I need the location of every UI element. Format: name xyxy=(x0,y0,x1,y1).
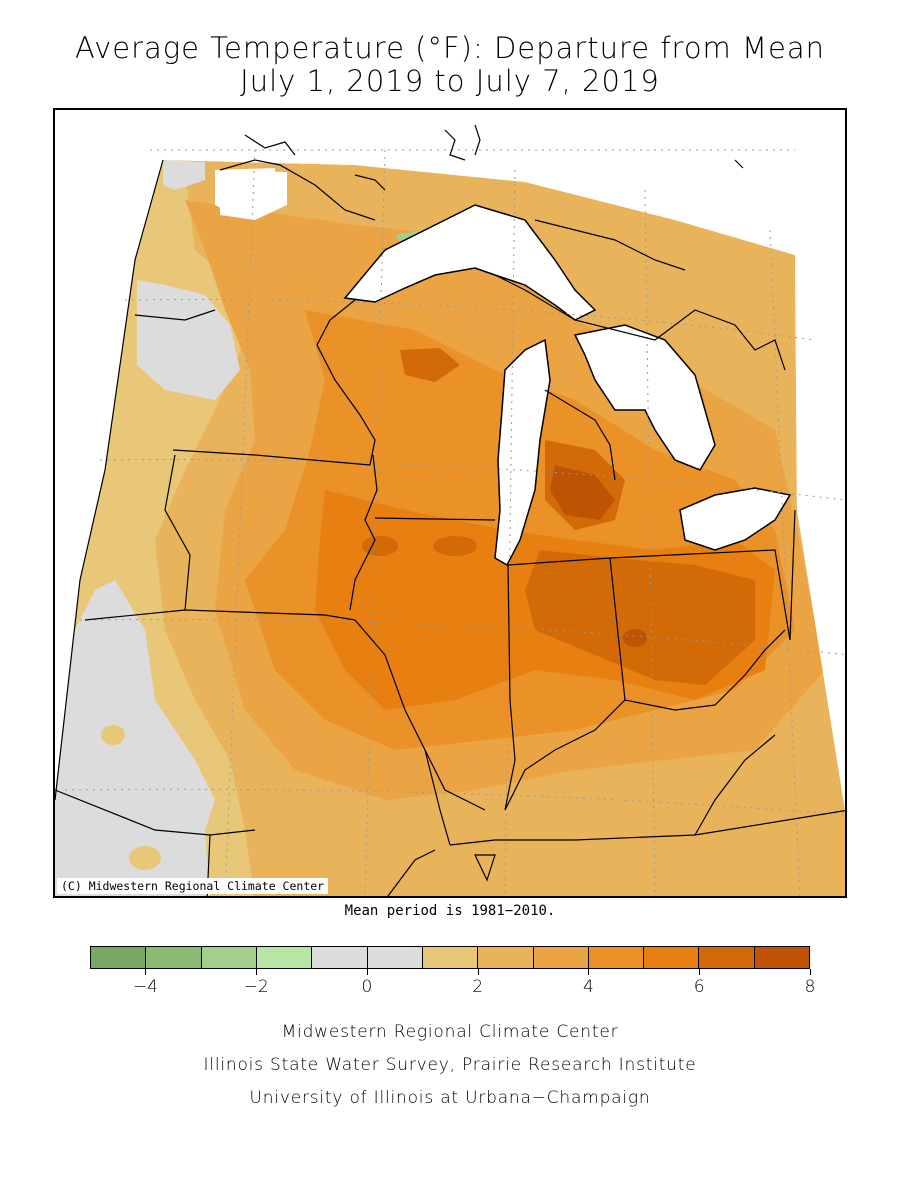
map-panel[interactable]: (C) Midwestern Regional Climate Center xyxy=(53,108,847,898)
legend-swatch xyxy=(201,947,257,968)
credit-line-survey: Illinois State Water Survey, Prairie Res… xyxy=(203,1055,697,1075)
state-boundaries xyxy=(55,159,845,896)
legend-swatch xyxy=(754,947,810,968)
legend-tick-label: 6 xyxy=(693,977,705,997)
lake-superior xyxy=(343,204,597,321)
coastlines xyxy=(219,124,786,882)
temperature-departure-map xyxy=(55,110,845,896)
lake-erie xyxy=(679,487,792,551)
legend-tick-mark xyxy=(366,969,368,975)
legend-tick-mark xyxy=(810,969,811,975)
graticule xyxy=(64,149,845,896)
color-legend xyxy=(90,946,810,969)
legend-swatch xyxy=(644,947,700,968)
legend-tick-mark xyxy=(699,969,701,975)
legend-swatch xyxy=(699,947,755,968)
lake-huron xyxy=(573,324,716,471)
copyright-notice: (C) Midwestern Regional Climate Center xyxy=(57,878,329,894)
legend-swatch xyxy=(367,947,423,968)
legend-swatch xyxy=(256,947,313,968)
credit-line-university: University of Illinois at Urbana−Champai… xyxy=(249,1088,651,1108)
pocket-1to2-a xyxy=(101,725,125,745)
lake-winnipeg-area xyxy=(215,168,275,215)
legend-swatch xyxy=(478,947,534,968)
outside-area-west xyxy=(55,110,163,800)
legend-swatch xyxy=(91,947,147,968)
legend-tick-label: 2 xyxy=(472,977,484,997)
mean-period-note: Mean period is 1981−2010. xyxy=(344,903,556,919)
legend-tick-mark xyxy=(256,969,258,975)
legend-tick-mark xyxy=(477,969,479,975)
legend-swatch xyxy=(146,947,202,968)
legend-swatch xyxy=(588,947,645,968)
canada-area-north xyxy=(55,110,845,510)
region-fill-6to7-il xyxy=(433,536,477,556)
legend-tick-label: 4 xyxy=(583,977,594,997)
outside-area-east xyxy=(797,505,845,810)
legend-tick-label: 0 xyxy=(361,977,373,997)
region-fill-7to8-oh xyxy=(623,629,647,647)
region-fill-6to7-ia xyxy=(362,536,398,556)
credit-line-center: Midwestern Regional Climate Center xyxy=(281,1022,619,1042)
legend-ticks: −4 −2 0 2 4 6 8 xyxy=(90,969,815,999)
region-fill-6to7 xyxy=(525,550,755,685)
legend-tick-label: 8 xyxy=(804,977,816,997)
legend-tick-mark xyxy=(145,969,147,975)
map-title: Average Temperature (°F): Departure from… xyxy=(74,31,826,65)
legend-swatch xyxy=(533,947,589,968)
legend-tick-label: −2 xyxy=(243,977,269,997)
region-fill-7to8-mi xyxy=(550,465,615,520)
region-fill-near-normal-west xyxy=(55,580,215,896)
legend-swatch xyxy=(422,947,479,968)
region-fill-near-normal-nw xyxy=(163,160,205,190)
pocket-1to2-b xyxy=(129,846,161,870)
legend-tick-label: −4 xyxy=(132,977,158,997)
map-date-range: July 1, 2019 to July 7, 2019 xyxy=(240,64,660,98)
lake-michigan xyxy=(494,338,551,567)
region-fill-6to7-wi xyxy=(400,348,460,382)
legend-tick-mark xyxy=(588,969,590,975)
legend-swatch xyxy=(312,947,368,968)
